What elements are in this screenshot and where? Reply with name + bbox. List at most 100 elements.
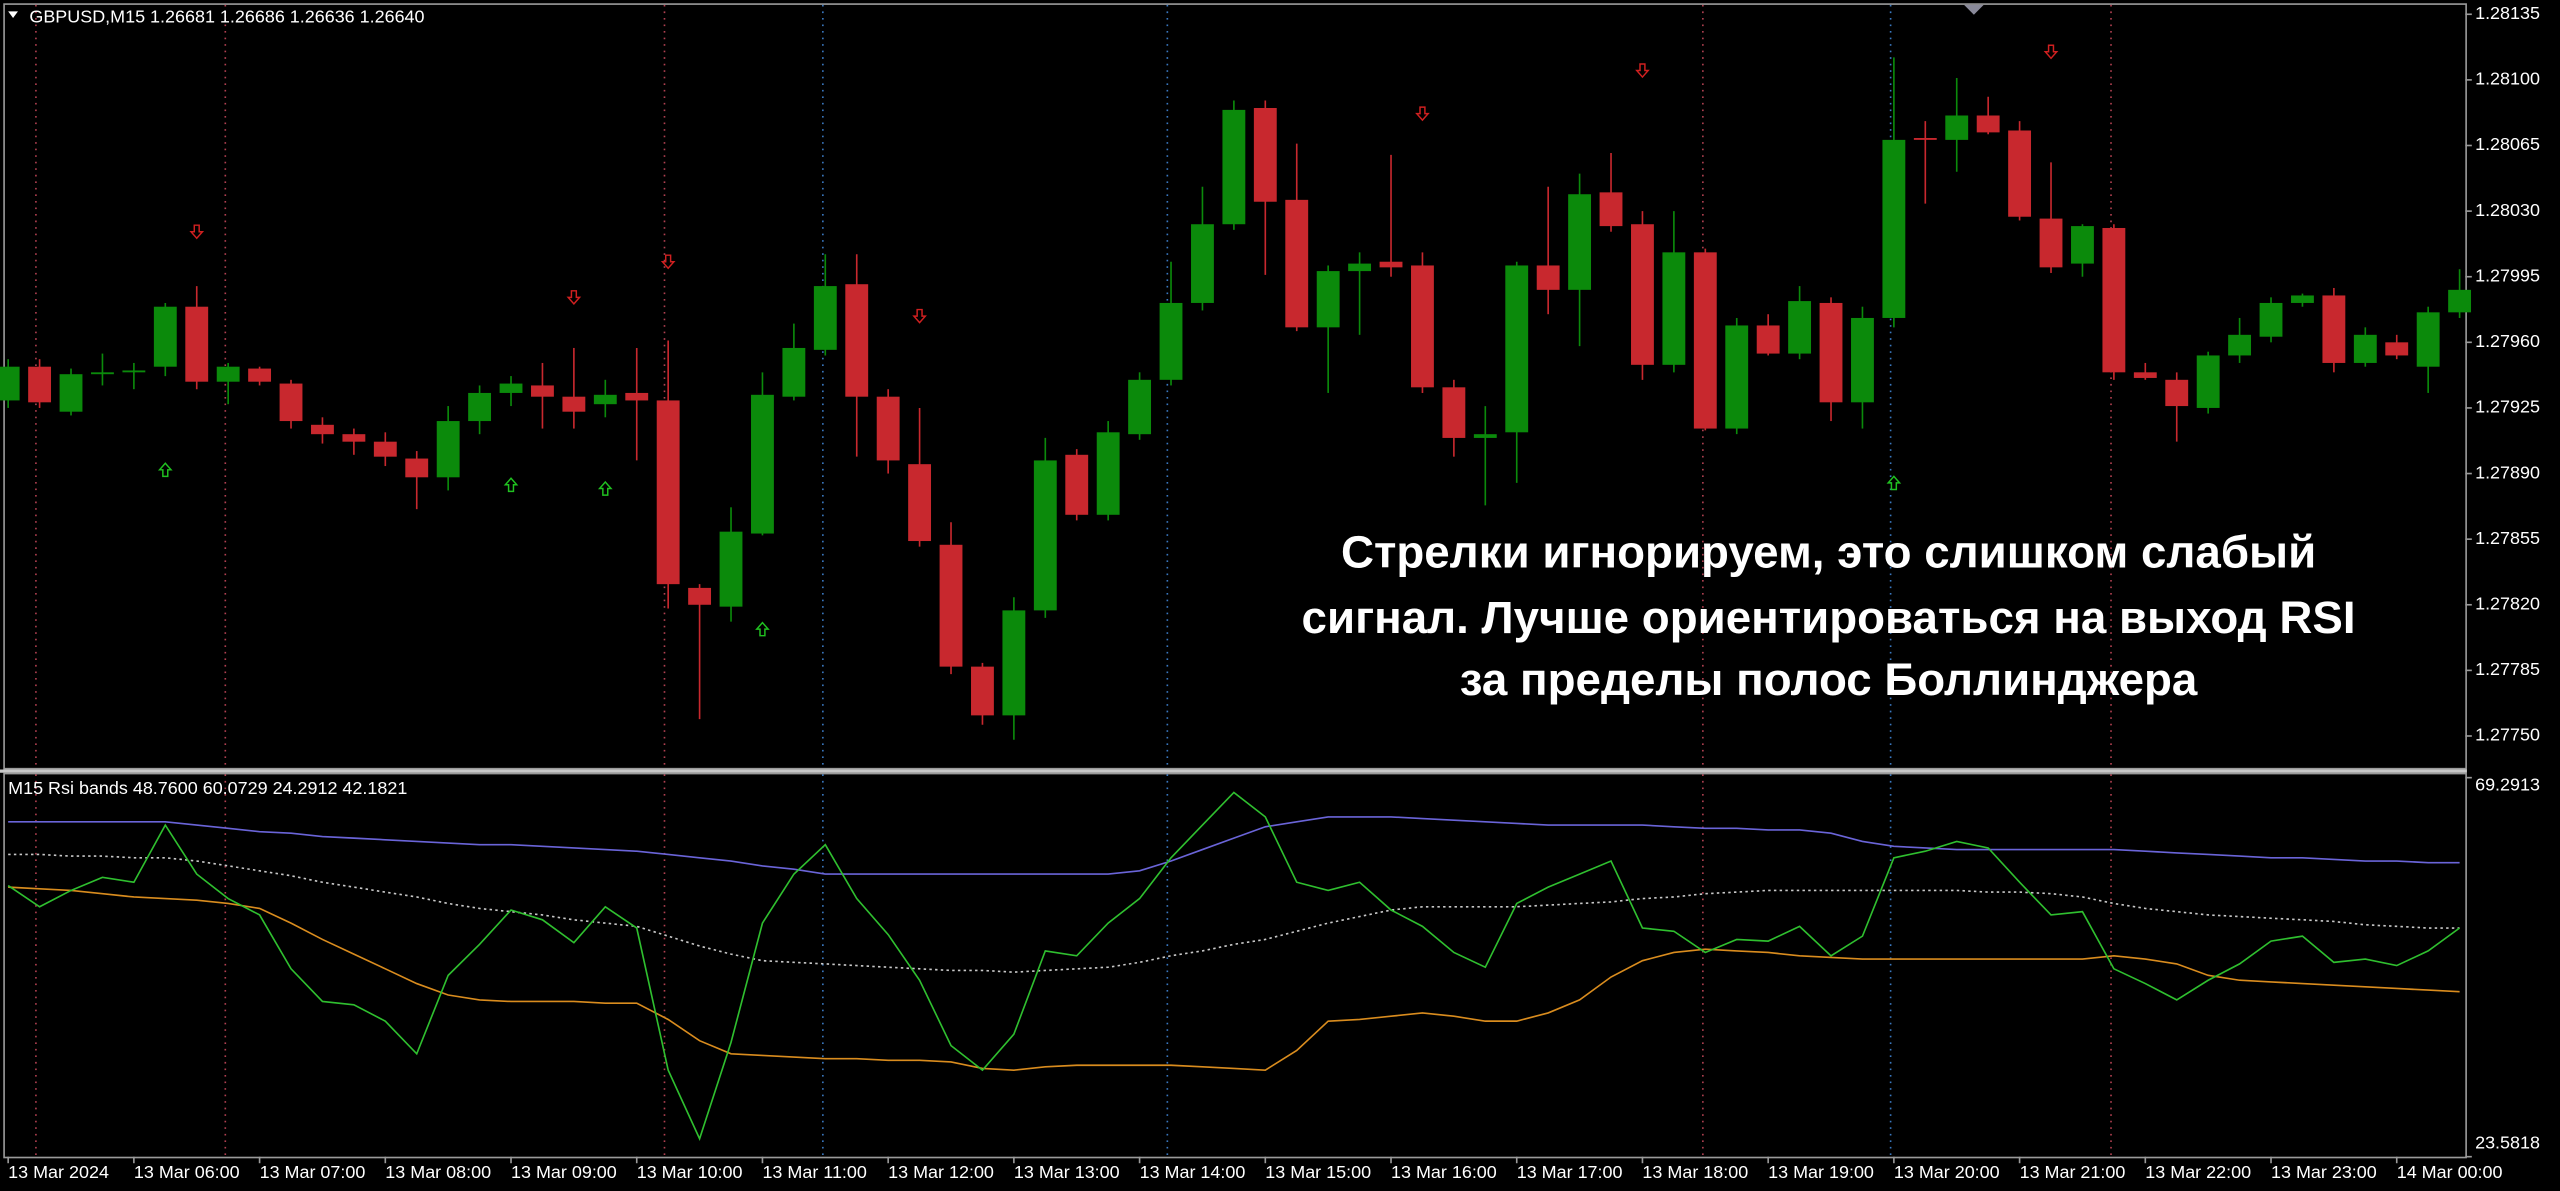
candle-body — [1159, 302, 1183, 380]
candle-body — [1253, 108, 1277, 202]
x-tick-label: 13 Mar 11:00 — [762, 1162, 866, 1182]
candle-body — [971, 666, 994, 716]
candle-body — [185, 306, 209, 382]
candle-body — [373, 441, 397, 457]
candle-body — [908, 464, 932, 542]
candle-body — [688, 587, 712, 605]
x-tick-label: 13 Mar 06:00 — [134, 1162, 240, 1182]
candle-body — [1348, 263, 1372, 272]
x-tick-label: 13 Mar 17:00 — [1517, 1162, 1623, 1182]
plot-layer: 1.28135 1.28100 1.28065 1.28030 1.27995 1.279… — [0, 3, 2540, 1182]
candle-body — [279, 383, 303, 422]
indicator-pane-frame — [3, 772, 2467, 1159]
candle-body — [499, 383, 523, 393]
candle-body — [2259, 302, 2283, 337]
indicator-line — [7, 791, 2461, 1141]
x-tick-label: 13 Mar 19:00 — [1768, 1162, 1874, 1182]
candle-body — [2165, 379, 2189, 407]
x-tick-label: 13 Mar 14:00 — [1140, 1162, 1246, 1182]
x-tick-label: 13 Mar 18:00 — [1642, 1162, 1748, 1182]
y-tick-label: 1.27785 — [2475, 659, 2540, 679]
candle-body — [436, 421, 460, 478]
candle-body — [1473, 434, 1497, 438]
candle-body — [813, 286, 837, 350]
y-tick-label: 1.27995 — [2475, 265, 2540, 285]
candle-body — [91, 372, 114, 375]
candle-body — [2008, 130, 2032, 217]
symbol-header: GBPUSD,M15 1.26681 1.26686 1.26636 1.266… — [29, 7, 424, 27]
candle-body — [1285, 199, 1309, 328]
candle-body — [2039, 218, 2063, 268]
candle-body — [468, 392, 492, 422]
x-tick-label: 13 Mar 16:00 — [1391, 1162, 1497, 1182]
y-tick-label: 1.27855 — [2475, 528, 2540, 548]
sell-arrow — [660, 254, 676, 270]
sell-arrow — [1415, 106, 1430, 122]
candle-body — [1913, 137, 1937, 140]
candle-body — [311, 424, 334, 435]
indicator-line — [8, 886, 2460, 1071]
candle-body — [1222, 109, 1246, 225]
candle-body — [1976, 115, 2000, 133]
x-tick-label: 13 Mar 20:00 — [1894, 1162, 2000, 1182]
candle-body — [876, 396, 900, 461]
candle-body — [656, 400, 680, 585]
candle-body — [2196, 355, 2220, 408]
candle-body — [625, 392, 649, 401]
y-tick-label: 1.28100 — [2475, 69, 2540, 89]
candle-body — [1316, 271, 1340, 328]
shift-marker[interactable] — [1964, 4, 1984, 15]
buy-arrow — [503, 477, 519, 493]
candle-body — [1191, 224, 1214, 303]
x-tick-label: 13 Mar 12:00 — [888, 1162, 994, 1182]
candle-body — [2071, 226, 2094, 264]
candle-body — [1379, 261, 1403, 268]
candle-body — [782, 347, 806, 397]
sell-arrow — [566, 290, 582, 305]
candle-body — [531, 385, 554, 397]
candle-body — [153, 306, 177, 367]
candle-body — [216, 366, 240, 382]
y-tick-label: 23.5818 — [2475, 1132, 2540, 1152]
x-tick-label: 13 Mar 15:00 — [1265, 1162, 1371, 1182]
candle-body — [1128, 379, 1152, 435]
x-tick-label: 13 Mar 08:00 — [385, 1162, 491, 1182]
candle-body — [1033, 460, 1057, 611]
candle-body — [1693, 252, 1717, 429]
y-tick-label: 1.27925 — [2475, 397, 2540, 417]
candle-body — [1631, 224, 1654, 365]
indicator-line — [8, 853, 2460, 973]
candle-body — [2416, 312, 2440, 367]
candle-body — [1662, 252, 1686, 365]
candle-body — [1945, 115, 1969, 140]
x-tick-label: 13 Mar 2024 — [8, 1162, 109, 1182]
candle-body — [1568, 194, 1592, 290]
candle-body — [1819, 302, 1843, 403]
y-tick-label: 1.27750 — [2475, 725, 2540, 745]
candle-body — [2102, 227, 2126, 373]
x-tick-label: 13 Mar 22:00 — [2145, 1162, 2251, 1182]
candle-body — [1788, 301, 1812, 354]
sell-arrow — [912, 308, 927, 324]
y-tick-label: 1.28030 — [2475, 200, 2540, 220]
candle-body — [1851, 317, 1874, 403]
candle-body — [845, 284, 869, 397]
candle-body — [2322, 295, 2346, 363]
candle-body — [1756, 325, 1780, 354]
candle-body — [939, 544, 963, 667]
candle-body — [2291, 295, 2314, 303]
candle-body — [1505, 265, 1529, 433]
x-tick-label: 13 Mar 07:00 — [260, 1162, 366, 1182]
candle-body — [751, 394, 774, 534]
menu-triangle[interactable] — [8, 11, 18, 18]
candle-body — [0, 366, 20, 401]
sell-arrow — [2043, 44, 2059, 60]
sell-arrow — [189, 224, 205, 240]
candle-body — [405, 458, 429, 478]
candle-body — [2133, 372, 2157, 378]
annotation-line: за пределы полос Боллинджера — [1460, 654, 2198, 705]
x-tick-label: 13 Mar 10:00 — [637, 1162, 743, 1182]
y-tick-label: 1.27890 — [2475, 462, 2540, 482]
